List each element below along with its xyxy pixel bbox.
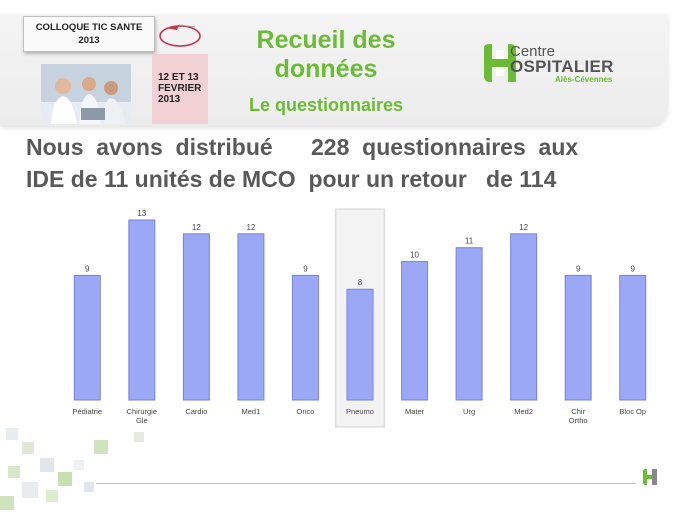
bar <box>182 233 210 401</box>
body-text-line2: IDE de 11 unités de MCO pour un retour d… <box>26 166 557 192</box>
category-label: Pédiatrie <box>72 407 102 416</box>
bar <box>510 233 538 401</box>
medical-staff-photo <box>41 64 131 124</box>
bar <box>291 274 319 401</box>
category-label: Cardio <box>185 407 207 416</box>
data-label: 9 <box>85 264 90 273</box>
decor-square <box>22 442 34 454</box>
hospital-logo-icon <box>484 44 516 82</box>
decor-square <box>46 490 58 502</box>
bar <box>128 219 156 401</box>
data-label: 12 <box>192 223 201 232</box>
data-label: 9 <box>303 264 308 273</box>
slide-subtitle: Le questionnaires <box>248 95 404 115</box>
decor-square <box>40 458 54 472</box>
category-label: Bloc Op <box>619 407 646 416</box>
decor-square <box>134 432 144 442</box>
data-label: 9 <box>631 264 636 273</box>
decor-square <box>22 482 38 498</box>
event-date-line: 12 ET 13 <box>158 72 199 83</box>
decor-square <box>0 496 14 510</box>
body-text-line1: Nous avons distribué 228 questionnaires … <box>26 134 579 160</box>
category-label: Onco <box>296 407 314 416</box>
data-label: 8 <box>358 278 363 287</box>
bar <box>455 247 483 401</box>
event-date-line: 2013 <box>158 94 181 105</box>
category-label: Urg <box>463 407 475 416</box>
event-title-line2: 2013 <box>78 35 100 46</box>
slide-title-line: Recueil des <box>256 26 396 54</box>
data-label: 13 <box>137 209 146 218</box>
footer-decoration <box>0 420 160 517</box>
event-date-box: 12 ET 13 FEVRIER 2013 <box>152 54 208 124</box>
category-label: Chir <box>571 407 585 416</box>
hospital-logo-line1: Centre <box>510 43 556 60</box>
data-label: 10 <box>410 251 419 260</box>
slide-title: Recueil des données <box>236 26 416 84</box>
data-label: 11 <box>465 237 474 246</box>
category-label: Chirurgie <box>127 407 157 416</box>
category-label: Mater <box>405 407 425 416</box>
hospital-logo-line2: OSPITALIER <box>510 57 614 76</box>
bar <box>346 288 374 401</box>
category-label: Med2 <box>514 407 533 416</box>
category-label: Gle <box>136 416 148 425</box>
category-label: Ortho <box>569 416 588 425</box>
decor-square <box>74 460 84 470</box>
decor-square <box>58 472 72 486</box>
bar <box>73 274 101 401</box>
event-title-line1: COLLOQUE TIC SANTE <box>35 22 143 33</box>
slide-title-line: données <box>274 55 378 83</box>
event-title-box: COLLOQUE TIC SANTE 2013 <box>23 16 155 52</box>
hospital-logo-line3: Alès-Cévennes <box>555 75 613 84</box>
data-label: 12 <box>246 223 255 232</box>
bar <box>564 274 592 401</box>
category-label: Med1 <box>242 407 261 416</box>
decor-square <box>84 482 94 492</box>
data-label: 12 <box>519 223 528 232</box>
footer-hospital-icon <box>643 469 657 485</box>
decor-square <box>8 466 20 478</box>
bar <box>237 233 265 401</box>
bar <box>619 274 647 401</box>
event-logo-icon <box>159 24 201 47</box>
category-label: Pneumo <box>346 407 374 416</box>
bar <box>401 261 429 401</box>
event-date-line: FEVRIER <box>158 83 202 94</box>
data-label: 9 <box>576 264 581 273</box>
decor-square <box>6 428 18 440</box>
footer-line <box>96 483 636 484</box>
decor-square <box>94 440 108 454</box>
